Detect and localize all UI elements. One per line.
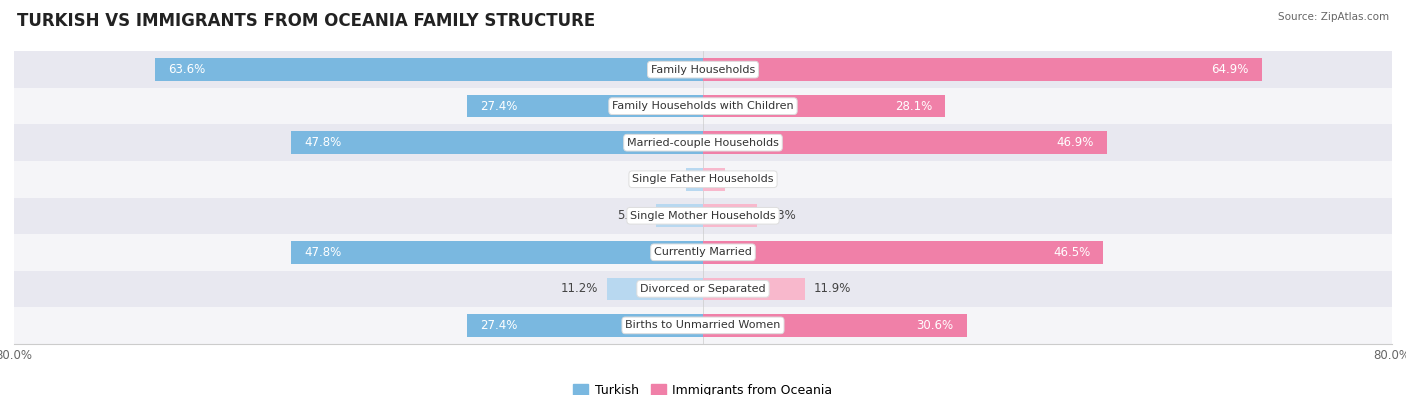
Text: 64.9%: 64.9% [1212, 63, 1249, 76]
Bar [606, 278, 703, 300]
Text: 27.4%: 27.4% [479, 100, 517, 113]
Text: 46.9%: 46.9% [1056, 136, 1094, 149]
Bar [14, 307, 1392, 344]
Text: Divorced or Separated: Divorced or Separated [640, 284, 766, 294]
Text: Currently Married: Currently Married [654, 247, 752, 257]
Text: Single Father Households: Single Father Households [633, 174, 773, 184]
Bar [686, 168, 703, 190]
Text: 11.9%: 11.9% [814, 282, 852, 295]
Text: 47.8%: 47.8% [304, 136, 342, 149]
Text: Family Households: Family Households [651, 65, 755, 75]
Text: 63.6%: 63.6% [169, 63, 205, 76]
Bar [14, 198, 1392, 234]
Text: 2.0%: 2.0% [647, 173, 678, 186]
Text: Births to Unmarried Women: Births to Unmarried Women [626, 320, 780, 330]
Text: 5.5%: 5.5% [617, 209, 647, 222]
Text: 27.4%: 27.4% [479, 319, 517, 332]
Bar [655, 205, 703, 227]
Bar [155, 58, 703, 81]
Text: Source: ZipAtlas.com: Source: ZipAtlas.com [1278, 12, 1389, 22]
Bar [14, 124, 1392, 161]
Text: 46.5%: 46.5% [1053, 246, 1091, 259]
Bar [14, 51, 1392, 88]
Text: Married-couple Households: Married-couple Households [627, 138, 779, 148]
Text: 47.8%: 47.8% [304, 246, 342, 259]
Text: 28.1%: 28.1% [894, 100, 932, 113]
Text: 30.6%: 30.6% [917, 319, 953, 332]
Legend: Turkish, Immigrants from Oceania: Turkish, Immigrants from Oceania [568, 379, 838, 395]
Bar [703, 95, 945, 117]
Bar [467, 95, 703, 117]
Bar [467, 314, 703, 337]
Bar [703, 241, 1104, 263]
Bar [14, 271, 1392, 307]
Bar [291, 132, 703, 154]
Bar [14, 88, 1392, 124]
Text: Single Mother Households: Single Mother Households [630, 211, 776, 221]
Bar [703, 205, 758, 227]
Text: TURKISH VS IMMIGRANTS FROM OCEANIA FAMILY STRUCTURE: TURKISH VS IMMIGRANTS FROM OCEANIA FAMIL… [17, 12, 595, 30]
Bar [703, 314, 966, 337]
Text: 6.3%: 6.3% [766, 209, 796, 222]
Bar [703, 168, 724, 190]
Text: 11.2%: 11.2% [561, 282, 598, 295]
Text: Family Households with Children: Family Households with Children [612, 101, 794, 111]
Bar [703, 132, 1107, 154]
Text: 2.5%: 2.5% [733, 173, 763, 186]
Bar [703, 278, 806, 300]
Bar [291, 241, 703, 263]
Bar [14, 161, 1392, 198]
Bar [14, 234, 1392, 271]
Bar [703, 58, 1263, 81]
